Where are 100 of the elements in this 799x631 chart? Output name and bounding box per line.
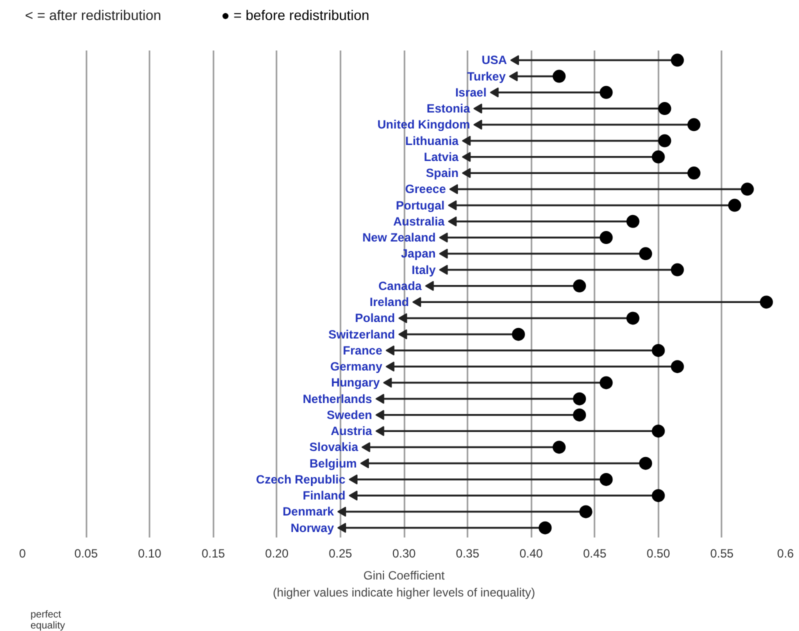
point (386, 345, 394, 356)
point (425, 280, 434, 291)
point (398, 329, 408, 340)
point (579, 505, 592, 518)
y-tick-label: Estonia (426, 102, 470, 116)
y-tick-label: Latvia (424, 150, 459, 164)
x-tick-label: 0.55 (710, 546, 734, 560)
y-tick-label: Spain (426, 166, 459, 180)
point (652, 424, 665, 438)
point (600, 376, 613, 390)
y-tick-label: Poland (355, 311, 396, 326)
y-tick-label: Japan (401, 246, 436, 261)
point (449, 184, 458, 194)
point (572, 392, 586, 406)
point (626, 214, 640, 228)
point (448, 200, 457, 210)
x-tick-label: 0.20 (265, 546, 289, 560)
point (652, 344, 665, 357)
text: perfect equality (30, 610, 65, 631)
y-tick-label: Norway (290, 520, 334, 535)
y-tick-label: Turkey (467, 69, 506, 84)
x-tick-label: 0.6 (777, 546, 794, 560)
y-tick-label: Canada (378, 278, 422, 293)
point (652, 489, 665, 502)
y-tick-label: France (342, 343, 383, 358)
y-tick-label: Hungary (331, 376, 380, 390)
point (572, 279, 586, 292)
point (687, 166, 700, 180)
point (728, 198, 742, 212)
point (670, 263, 684, 276)
point (600, 86, 613, 99)
y-tick-label: Australia (393, 214, 445, 228)
point (462, 152, 471, 162)
y-tick-label: Netherlands (302, 392, 372, 406)
x-tick-label: 0.30 (392, 546, 416, 560)
point (552, 440, 566, 454)
point (473, 120, 482, 130)
point (639, 247, 652, 260)
point (600, 231, 613, 244)
point (337, 522, 346, 533)
point (383, 378, 392, 388)
point (760, 296, 773, 309)
point (438, 232, 448, 243)
y-tick-label: United Kingdom (377, 118, 470, 132)
y-tick-label: New Zealand (362, 230, 436, 245)
y-tick-label: USA (482, 53, 508, 68)
y-tick-label: Italy (412, 262, 436, 277)
x-tick-label: 0 (19, 546, 26, 560)
x-tick-label: 0.40 (519, 546, 544, 560)
y-tick-label: Sweden (326, 408, 372, 422)
point (386, 362, 394, 372)
point (448, 216, 457, 226)
y-tick-label: Switzerland (328, 327, 396, 342)
point (438, 264, 448, 275)
x-tick-label: 0.35 (456, 546, 480, 560)
point (538, 521, 552, 534)
point (462, 168, 471, 178)
point (361, 442, 370, 452)
point (462, 136, 471, 146)
y-tick-label: Slovakia (309, 440, 358, 454)
point (572, 408, 586, 422)
point (512, 328, 525, 341)
point (337, 506, 346, 517)
point (360, 458, 369, 468)
x-axis-title: Gini Coefficient (higher values indicate higher levels of inequality) (272, 568, 536, 600)
point (348, 474, 358, 484)
point (658, 102, 672, 116)
x-tick-label: 0.05 (74, 546, 98, 560)
y-tick-label: Israel (455, 85, 487, 100)
y-tick-label: Austria (330, 424, 372, 438)
y-tick-label: Belgium (310, 456, 357, 470)
y-tick-label: Portugal (396, 198, 445, 212)
y-tick-label: Denmark (282, 504, 334, 519)
x-tick-label: 0.45 (583, 546, 607, 560)
point (508, 71, 518, 82)
point (490, 87, 499, 98)
y-tick-label: Greece (405, 182, 446, 196)
x-tick-label: 0.25 (328, 546, 352, 560)
point (375, 426, 384, 436)
point (652, 150, 665, 164)
point (670, 54, 684, 67)
point (600, 472, 613, 486)
text: < = after redistribution (25, 7, 162, 23)
y-tick-label: Czech Republic (256, 472, 346, 486)
y-tick-label: Ireland (370, 295, 409, 310)
point (510, 55, 520, 66)
point (639, 456, 652, 470)
x-tick-label: 0.50 (646, 546, 670, 560)
y-tick-label: Finland (302, 488, 346, 503)
point (687, 118, 700, 132)
point (398, 313, 408, 324)
text: ● = before redistribution (221, 7, 370, 23)
point (348, 490, 358, 501)
point (375, 394, 384, 404)
y-tick-label: Lithuania (405, 134, 459, 148)
point (658, 134, 672, 148)
x-tick-label: 0.15 (202, 546, 226, 560)
y-tick-label: Germany (330, 360, 383, 374)
point (473, 104, 482, 114)
x-tick-label: 0.10 (138, 546, 162, 560)
